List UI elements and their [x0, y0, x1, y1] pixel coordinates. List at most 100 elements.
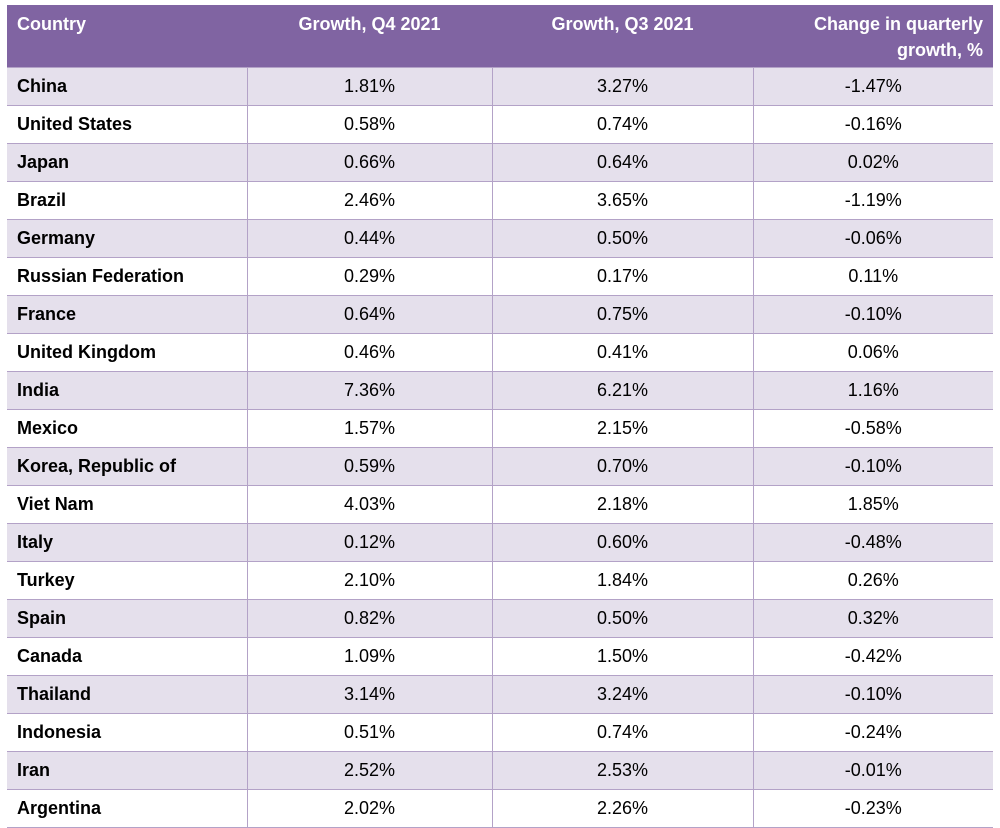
- table-row: Canada 1.09% 1.50% -0.42%: [7, 636, 993, 676]
- header-growth-q3: Growth, Q3 2021: [492, 5, 753, 67]
- cell-change: -1.19%: [752, 180, 993, 220]
- table-row: Germany 0.44% 0.50% -0.06%: [7, 218, 993, 258]
- table-row: Italy 0.12% 0.60% -0.48%: [7, 522, 993, 562]
- table-row: China 1.81% 3.27% -1.47%: [7, 66, 993, 106]
- cell-growth-q3: 3.24%: [491, 674, 754, 714]
- cell-change: -1.47%: [752, 66, 993, 106]
- cell-growth-q3: 0.50%: [491, 218, 754, 258]
- table-body: China 1.81% 3.27% -1.47% United States 0.58% 0…: [7, 66, 993, 828]
- cell-change: -0.10%: [752, 294, 993, 334]
- cell-growth-q4: 1.09%: [246, 636, 493, 676]
- cell-change: -0.23%: [752, 788, 993, 828]
- growth-table-container: Country Growth, Q4 2021 Growth, Q3 2021 …: [7, 5, 993, 828]
- cell-growth-q3: 2.18%: [491, 484, 754, 524]
- cell-growth-q4: 2.46%: [246, 180, 493, 220]
- cell-growth-q4: 2.52%: [246, 750, 493, 790]
- cell-growth-q4: 0.64%: [246, 294, 493, 334]
- cell-country: Turkey: [7, 560, 248, 600]
- cell-change: 0.02%: [752, 142, 993, 182]
- cell-growth-q3: 1.50%: [491, 636, 754, 676]
- cell-growth-q4: 4.03%: [246, 484, 493, 524]
- cell-change: 0.11%: [752, 256, 993, 296]
- cell-growth-q4: 0.59%: [246, 446, 493, 486]
- cell-growth-q4: 0.51%: [246, 712, 493, 752]
- cell-change: -0.10%: [752, 674, 993, 714]
- cell-country: Italy: [7, 522, 248, 562]
- cell-growth-q3: 2.15%: [491, 408, 754, 448]
- cell-country: Canada: [7, 636, 248, 676]
- cell-country: Germany: [7, 218, 248, 258]
- cell-growth-q4: 0.44%: [246, 218, 493, 258]
- cell-growth-q3: 1.84%: [491, 560, 754, 600]
- cell-country: Korea, Republic of: [7, 446, 248, 486]
- table-row: Iran 2.52% 2.53% -0.01%: [7, 750, 993, 790]
- cell-growth-q4: 7.36%: [246, 370, 493, 410]
- cell-change: 0.06%: [752, 332, 993, 372]
- cell-growth-q3: 0.74%: [491, 104, 754, 144]
- cell-growth-q3: 2.26%: [491, 788, 754, 828]
- cell-country: Brazil: [7, 180, 248, 220]
- table-row: Argentina 2.02% 2.26% -0.23%: [7, 788, 993, 828]
- cell-growth-q3: 6.21%: [491, 370, 754, 410]
- cell-growth-q4: 3.14%: [246, 674, 493, 714]
- table-row: Korea, Republic of 0.59% 0.70% -0.10%: [7, 446, 993, 486]
- cell-change: -0.58%: [752, 408, 993, 448]
- table-row: Thailand 3.14% 3.24% -0.10%: [7, 674, 993, 714]
- cell-growth-q4: 0.46%: [246, 332, 493, 372]
- header-growth-q4: Growth, Q4 2021: [247, 5, 492, 67]
- cell-growth-q3: 0.64%: [491, 142, 754, 182]
- cell-growth-q3: 0.41%: [491, 332, 754, 372]
- cell-country: United States: [7, 104, 248, 144]
- cell-growth-q4: 0.66%: [246, 142, 493, 182]
- cell-country: France: [7, 294, 248, 334]
- table-row: India 7.36% 6.21% 1.16%: [7, 370, 993, 410]
- cell-change: -0.42%: [752, 636, 993, 676]
- table-row: Indonesia 0.51% 0.74% -0.24%: [7, 712, 993, 752]
- cell-growth-q4: 0.12%: [246, 522, 493, 562]
- cell-country: Argentina: [7, 788, 248, 828]
- cell-country: Thailand: [7, 674, 248, 714]
- cell-growth-q3: 0.70%: [491, 446, 754, 486]
- cell-growth-q3: 2.53%: [491, 750, 754, 790]
- cell-growth-q3: 3.27%: [491, 66, 754, 106]
- cell-growth-q4: 0.29%: [246, 256, 493, 296]
- table-row: Spain 0.82% 0.50% 0.32%: [7, 598, 993, 638]
- table-row: Mexico 1.57% 2.15% -0.58%: [7, 408, 993, 448]
- cell-growth-q4: 0.58%: [246, 104, 493, 144]
- cell-country: Japan: [7, 142, 248, 182]
- table-row: Brazil 2.46% 3.65% -1.19%: [7, 180, 993, 220]
- cell-country: Spain: [7, 598, 248, 638]
- cell-growth-q4: 2.02%: [246, 788, 493, 828]
- cell-change: -0.48%: [752, 522, 993, 562]
- cell-country: Indonesia: [7, 712, 248, 752]
- cell-country: Iran: [7, 750, 248, 790]
- table-row: France 0.64% 0.75% -0.10%: [7, 294, 993, 334]
- header-country: Country: [7, 5, 247, 67]
- growth-table: Country Growth, Q4 2021 Growth, Q3 2021 …: [7, 5, 993, 828]
- cell-country: India: [7, 370, 248, 410]
- cell-change: 0.32%: [752, 598, 993, 638]
- cell-growth-q4: 1.57%: [246, 408, 493, 448]
- cell-change: -0.16%: [752, 104, 993, 144]
- cell-growth-q4: 0.82%: [246, 598, 493, 638]
- cell-change: -0.24%: [752, 712, 993, 752]
- cell-growth-q3: 0.60%: [491, 522, 754, 562]
- cell-country: Viet Nam: [7, 484, 248, 524]
- cell-country: Russian Federation: [7, 256, 248, 296]
- cell-change: -0.06%: [752, 218, 993, 258]
- cell-growth-q4: 1.81%: [246, 66, 493, 106]
- cell-change: 1.16%: [752, 370, 993, 410]
- table-row: Japan 0.66% 0.64% 0.02%: [7, 142, 993, 182]
- table-row: Viet Nam 4.03% 2.18% 1.85%: [7, 484, 993, 524]
- cell-change: -0.10%: [752, 446, 993, 486]
- cell-country: China: [7, 66, 248, 106]
- cell-growth-q3: 0.50%: [491, 598, 754, 638]
- table-header: Country Growth, Q4 2021 Growth, Q3 2021 …: [7, 5, 993, 67]
- table-row: United States 0.58% 0.74% -0.16%: [7, 104, 993, 144]
- table-row: Russian Federation 0.29% 0.17% 0.11%: [7, 256, 993, 296]
- cell-country: Mexico: [7, 408, 248, 448]
- header-change: Change in quarterly growth, %: [753, 5, 993, 67]
- table-row: United Kingdom 0.46% 0.41% 0.06%: [7, 332, 993, 372]
- cell-country: United Kingdom: [7, 332, 248, 372]
- cell-growth-q3: 0.75%: [491, 294, 754, 334]
